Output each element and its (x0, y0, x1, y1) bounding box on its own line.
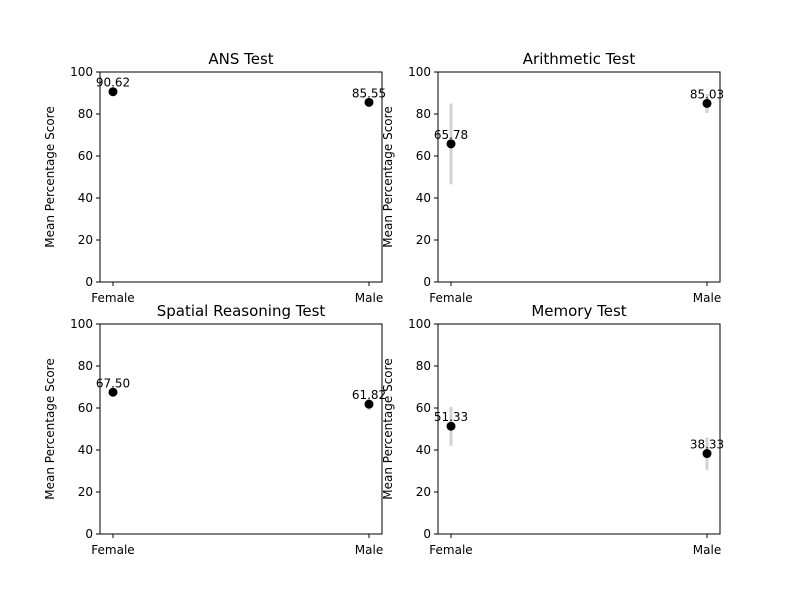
x-tick-label: Female (429, 291, 472, 305)
data-label: 61.82 (352, 388, 386, 402)
data-point (364, 97, 374, 107)
plot-frame (437, 323, 721, 535)
y-tick-label: 100 (70, 317, 93, 331)
y-axis-label: Mean Percentage Score (381, 358, 395, 499)
data-point (364, 399, 374, 409)
y-axis-label: Mean Percentage Score (43, 358, 57, 499)
plot-frame (99, 323, 383, 535)
chart-title: Arithmetic Test (523, 50, 636, 68)
y-tick-label: 0 (423, 275, 431, 289)
data-label: 65.78 (434, 128, 468, 142)
data-label: 67.50 (96, 376, 130, 390)
x-tick-label: Female (429, 543, 472, 557)
x-tick-label: Female (91, 291, 134, 305)
y-tick-label: 40 (78, 443, 93, 457)
y-tick-label: 20 (78, 485, 93, 499)
y-tick-label: 60 (78, 401, 93, 415)
data-label: 85.03 (690, 87, 724, 101)
y-tick-label: 80 (78, 107, 93, 121)
y-tick-label: 80 (416, 359, 431, 373)
chart-title: ANS Test (208, 50, 273, 68)
subplot-3: Spatial Reasoning Test 0 20 40 60 80 100 Female… (43, 302, 386, 557)
data-label: 51.33 (434, 410, 468, 424)
y-tick-label: 40 (416, 191, 431, 205)
y-tick-label: 40 (78, 191, 93, 205)
data-label: 38.33 (690, 438, 724, 452)
y-tick-label: 60 (416, 149, 431, 163)
y-tick-label: 0 (85, 527, 93, 541)
data-point (108, 387, 118, 397)
y-tick-label: 100 (408, 65, 431, 79)
data-point (446, 421, 456, 431)
plot-frame (437, 71, 721, 283)
chart-title: Memory Test (531, 302, 626, 320)
y-tick-label: 100 (70, 65, 93, 79)
x-tick-label: Female (91, 543, 134, 557)
y-tick-label: 80 (78, 359, 93, 373)
data-point (702, 98, 712, 108)
y-tick-label: 20 (416, 485, 431, 499)
data-label: 85.55 (352, 86, 386, 100)
data-point (108, 87, 118, 97)
y-tick-label: 0 (423, 527, 431, 541)
subplot-1: ANS Test 0 20 40 60 80 100 Female Male Mean Perce… (43, 50, 386, 305)
y-tick-label: 0 (85, 275, 93, 289)
plot-frame (99, 71, 383, 283)
y-tick-label: 100 (408, 317, 431, 331)
chart-title: Spatial Reasoning Test (157, 302, 326, 320)
y-tick-label: 20 (416, 233, 431, 247)
y-tick-label: 80 (416, 107, 431, 121)
y-tick-label: 60 (78, 149, 93, 163)
x-tick-label: Male (693, 291, 721, 305)
x-tick-label: Male (355, 543, 383, 557)
y-axis-label: Mean Percentage Score (43, 106, 57, 247)
data-label: 90.62 (96, 76, 130, 90)
y-tick-label: 40 (416, 443, 431, 457)
data-point (446, 139, 456, 149)
x-tick-label: Male (355, 291, 383, 305)
x-tick-label: Male (693, 543, 721, 557)
y-tick-label: 60 (416, 401, 431, 415)
y-tick-label: 20 (78, 233, 93, 247)
data-point (702, 449, 712, 459)
subplot-2: Arithmetic Test 0 20 40 60 80 100 Female Male Mea… (381, 50, 724, 305)
subplot-4: Memory Test 0 20 40 60 80 100 Female Male Mean Pe… (381, 302, 724, 557)
y-axis-label: Mean Percentage Score (381, 106, 395, 247)
